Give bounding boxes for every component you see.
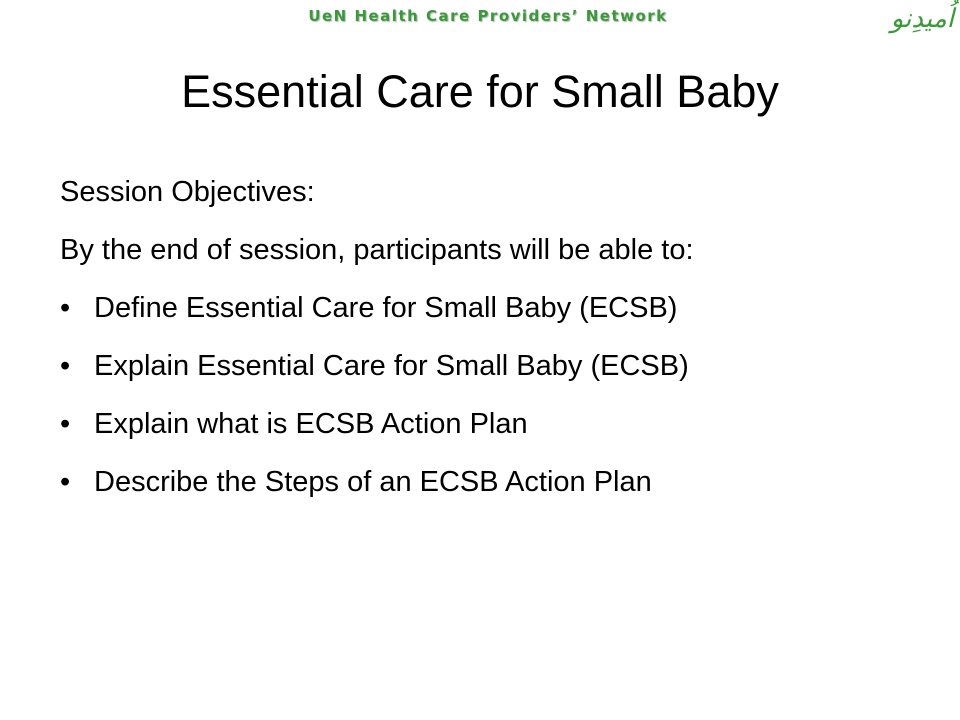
objective-text: Describe the Steps of an ECSB Action Pla…: [94, 466, 652, 498]
bullet-icon: •: [60, 408, 71, 440]
objective-text: Explain Essential Care for Small Baby (E…: [94, 350, 689, 382]
objectives-intro: By the end of session, participants will…: [60, 234, 694, 266]
objective-item: • Explain what is ECSB Action Plan: [60, 406, 900, 442]
omid-e-nau-logo: اُمیدِنو: [890, 4, 954, 34]
bullet-icon: •: [60, 466, 71, 498]
objective-text: Explain what is ECSB Action Plan: [94, 408, 528, 440]
network-header: UeN Health Care Providers’ Network: [308, 7, 668, 25]
slide-title: Essential Care for Small Baby: [181, 66, 779, 117]
objectives-heading: Session Objectives:: [60, 176, 315, 208]
objective-item: • Explain Essential Care for Small Baby …: [60, 348, 900, 384]
objectives-list: • Define Essential Care for Small Baby (…: [60, 290, 900, 500]
bullet-icon: •: [60, 350, 71, 382]
objective-text: Define Essential Care for Small Baby (EC…: [94, 292, 678, 324]
slide-content: Session Objectives: By the end of sessio…: [60, 174, 900, 522]
objective-item: • Describe the Steps of an ECSB Action P…: [60, 464, 900, 500]
bullet-icon: •: [60, 292, 71, 324]
objective-item: • Define Essential Care for Small Baby (…: [60, 290, 900, 326]
